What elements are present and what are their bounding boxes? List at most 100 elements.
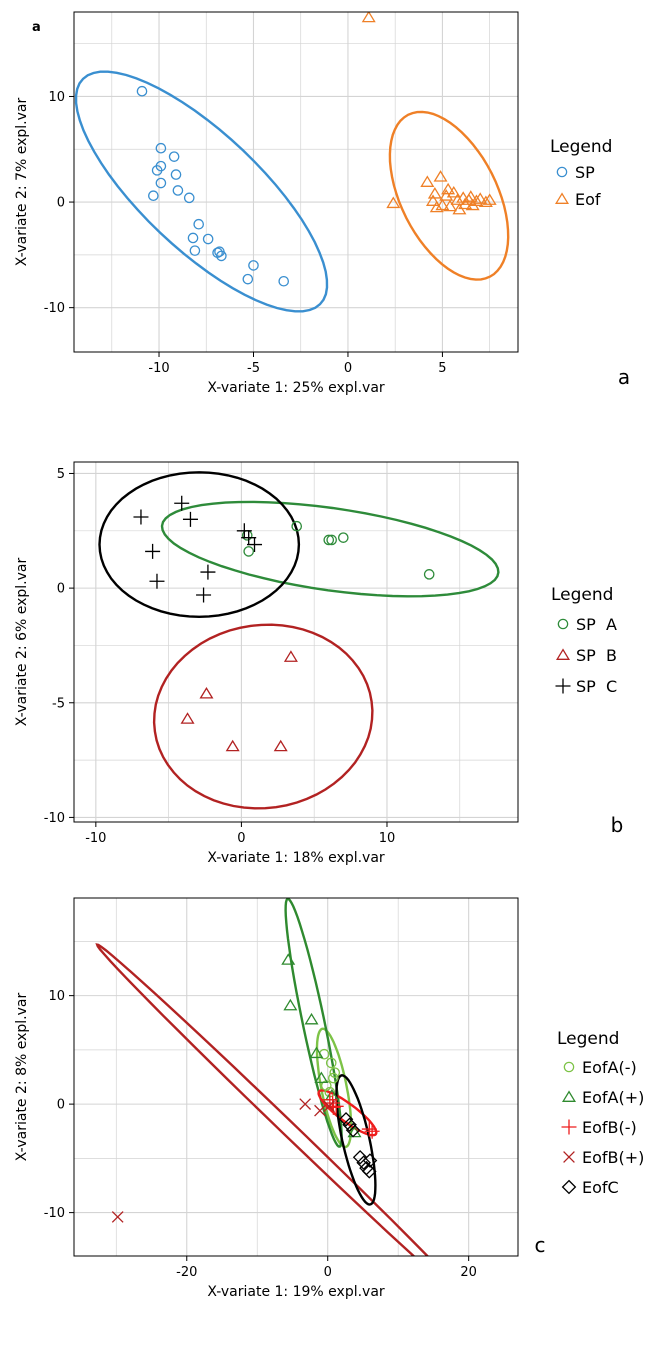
data-point [356, 1155, 371, 1170]
data-point [199, 686, 214, 699]
y-tick-label: 0 [57, 196, 65, 211]
data-point [202, 233, 214, 245]
data-point [243, 546, 254, 557]
data-point [174, 495, 190, 511]
data-point [170, 169, 182, 180]
data-point [342, 1117, 357, 1133]
data-point [111, 1211, 124, 1223]
plot-frame [73, 897, 519, 1257]
y-tick-label: 0 [57, 1098, 65, 1113]
data-point [148, 190, 159, 202]
x-tick-label: 20 [460, 1265, 477, 1280]
x-tick-label: 0 [344, 361, 352, 376]
legend-marker [556, 166, 568, 178]
plot-frame [73, 11, 519, 353]
data-point [352, 1149, 368, 1165]
data-point [291, 520, 303, 532]
y-tick-label: 10 [48, 90, 65, 105]
data-point [326, 534, 337, 546]
confidence-ellipse [160, 500, 500, 598]
x-tick-label: 10 [379, 831, 396, 846]
legend: Legend SP Eof [550, 137, 612, 209]
data-point [420, 175, 435, 187]
plot-area [95, 898, 430, 1256]
legend-label: SP A [576, 615, 617, 634]
panel-c: -20 0 20 -10 0 10 X-variate 1: 19% expl.var X-v… [14, 897, 644, 1300]
data-point [248, 260, 259, 271]
y-axis-label: X-variate 2: 6% expl.var [14, 558, 30, 727]
panel-letter: b [611, 813, 624, 837]
data-point [273, 739, 288, 752]
legend-label: EofA(-) [582, 1058, 637, 1077]
data-point [450, 193, 465, 205]
data-point [242, 273, 254, 285]
data-point [309, 1046, 324, 1059]
confidence-ellipse [95, 943, 430, 1256]
y-tick-label: -10 [44, 1206, 65, 1221]
plot-area [98, 471, 500, 810]
data-point [328, 1072, 339, 1084]
data-point [323, 534, 335, 546]
data-point [361, 12, 376, 23]
legend-label: Eof [575, 190, 601, 209]
data-point [133, 509, 149, 525]
legend-title: Legend [551, 585, 613, 605]
legend-label: EofB(+) [582, 1148, 644, 1167]
data-point [442, 199, 457, 212]
y-tick-label: 0 [57, 582, 65, 597]
data-point [151, 165, 163, 176]
data-point [361, 1121, 377, 1137]
legend-title: Legend [550, 137, 612, 157]
legend: Legend SP A SP B SP C [551, 585, 617, 696]
data-point [329, 1067, 341, 1078]
x-tick-label: -20 [176, 1265, 197, 1280]
panel-letter: a [618, 365, 630, 389]
x-tick-label: 5 [438, 361, 446, 376]
data-point [463, 190, 478, 202]
x-axis-label: X-variate 1: 18% expl.var [207, 850, 385, 866]
plot-area [74, 12, 510, 313]
y-tick-label: -10 [44, 811, 65, 826]
y-axis-label: X-variate 2: 8% expl.var [14, 993, 30, 1162]
data-point [168, 151, 180, 162]
data-point [283, 998, 298, 1011]
data-point [200, 564, 216, 580]
data-point [216, 250, 227, 262]
data-point [429, 200, 444, 213]
data-point [236, 523, 252, 539]
legend-marker [554, 192, 570, 204]
data-point [362, 1164, 377, 1179]
x-tick-label: 0 [237, 831, 245, 846]
legend-marker [555, 678, 571, 694]
x-tick-label: -10 [148, 361, 169, 376]
data-point [446, 185, 461, 198]
data-point [338, 1112, 354, 1127]
y-axis-label: X-variate 2: 7% expl.var [14, 98, 30, 267]
x-tick-label: 0 [324, 1265, 332, 1280]
data-point [425, 194, 440, 206]
confidence-ellipse [335, 1074, 377, 1206]
legend-marker [563, 1061, 575, 1073]
data-point [323, 1100, 335, 1113]
legend: Legend EofA(-) EofA(+) EofB(-) EofB(+) EofC [557, 1029, 644, 1197]
data-point [189, 245, 201, 256]
data-point [278, 275, 290, 287]
legend-marker [561, 1119, 577, 1135]
data-point [328, 1098, 344, 1114]
confidence-ellipse [74, 70, 329, 313]
confidence-ellipse [388, 110, 510, 281]
corner-label: a [32, 20, 41, 35]
y-tick-label: 10 [48, 989, 65, 1004]
data-point [469, 194, 484, 206]
data-point [314, 1071, 329, 1084]
x-axis-label: X-variate 1: 19% expl.var [207, 1284, 385, 1300]
panel-a: -10 -5 0 5 -10 0 10 X-variate 1: 25% expl.var X-… [14, 11, 630, 396]
data-point [149, 573, 165, 589]
legend-title: Legend [557, 1029, 619, 1049]
legend-marker [561, 1179, 577, 1195]
data-point [241, 530, 257, 546]
legend-marker [557, 618, 569, 630]
y-tick-label: -10 [44, 301, 65, 316]
confidence-ellipse [284, 898, 343, 1148]
